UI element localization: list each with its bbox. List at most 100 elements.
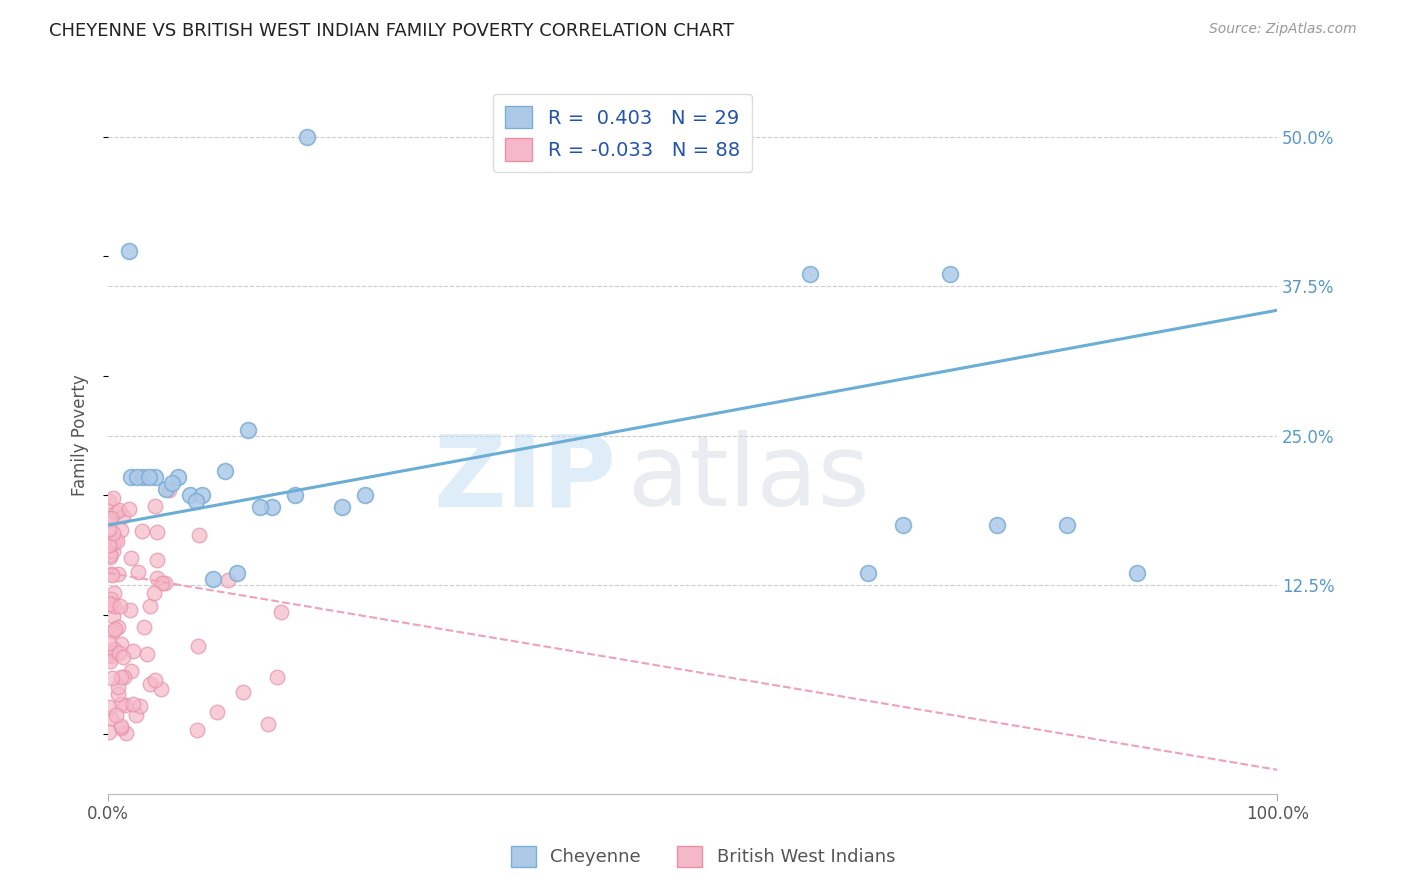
Point — [98, 533, 121, 548]
Point — [150, 575, 173, 590]
Point — [100, 645, 122, 659]
Point — [184, 494, 207, 508]
Point — [138, 599, 160, 614]
Point — [112, 670, 135, 684]
Point — [100, 648, 122, 663]
Point — [107, 620, 129, 634]
Point — [120, 550, 142, 565]
Point — [143, 470, 166, 484]
Point — [202, 572, 225, 586]
Point — [98, 494, 121, 508]
Point — [939, 268, 962, 282]
Point — [101, 544, 124, 558]
Point — [114, 698, 136, 712]
Point — [150, 682, 173, 697]
Point — [986, 518, 1008, 533]
Legend: R =  0.403   N = 29, R = -0.033   N = 88: R = 0.403 N = 29, R = -0.033 N = 88 — [494, 95, 752, 172]
Point — [103, 599, 125, 613]
Point — [110, 719, 132, 733]
Point — [118, 502, 141, 516]
Point — [110, 697, 132, 711]
Point — [157, 483, 180, 498]
Point — [225, 566, 247, 580]
Point — [122, 644, 145, 658]
Point — [214, 464, 236, 478]
Legend: Cheyenne, British West Indians: Cheyenne, British West Indians — [503, 838, 903, 874]
Point — [127, 566, 149, 580]
Point — [249, 500, 271, 515]
Point — [217, 573, 239, 587]
Point — [98, 544, 121, 558]
Point — [232, 685, 254, 699]
Point — [238, 423, 260, 437]
Point — [103, 586, 125, 600]
Point — [107, 567, 129, 582]
Point — [190, 488, 212, 502]
Point — [101, 568, 124, 582]
Point — [284, 488, 307, 502]
Point — [110, 721, 132, 735]
Point — [1056, 518, 1078, 533]
Point — [260, 500, 283, 515]
Point — [856, 566, 879, 580]
Point — [98, 636, 121, 650]
Point — [143, 673, 166, 687]
Point — [100, 511, 122, 525]
Y-axis label: Family Poverty: Family Poverty — [72, 375, 89, 497]
Point — [131, 524, 153, 539]
Point — [101, 491, 124, 505]
Text: Source: ZipAtlas.com: Source: ZipAtlas.com — [1209, 22, 1357, 37]
Point — [110, 523, 132, 537]
Point — [118, 603, 141, 617]
Point — [98, 549, 121, 564]
Point — [120, 470, 142, 484]
Point — [101, 536, 124, 550]
Point — [107, 680, 129, 694]
Point — [98, 725, 121, 739]
Point — [110, 670, 132, 684]
Point — [891, 518, 914, 533]
Point — [146, 524, 169, 539]
Point — [162, 476, 184, 491]
Point — [295, 130, 318, 145]
Point — [104, 505, 127, 519]
Point — [108, 503, 131, 517]
Point — [132, 470, 155, 484]
Point — [98, 538, 121, 552]
Point — [270, 605, 292, 619]
Point — [121, 697, 143, 711]
Point — [103, 642, 125, 657]
Point — [179, 488, 201, 502]
Point — [100, 567, 122, 582]
Point — [105, 707, 128, 722]
Point — [188, 527, 211, 541]
Point — [105, 533, 128, 548]
Point — [98, 648, 121, 663]
Text: atlas: atlas — [628, 430, 870, 527]
Point — [115, 725, 138, 739]
Point — [153, 576, 176, 591]
Point — [256, 717, 278, 731]
Point — [132, 620, 155, 634]
Point — [205, 706, 228, 720]
Point — [98, 510, 121, 524]
Point — [98, 597, 121, 611]
Point — [104, 623, 127, 637]
Point — [187, 639, 209, 653]
Point — [146, 571, 169, 585]
Point — [101, 624, 124, 639]
Point — [110, 637, 132, 651]
Point — [128, 699, 150, 714]
Point — [155, 483, 177, 497]
Point — [103, 533, 125, 548]
Point — [100, 711, 122, 725]
Point — [136, 647, 159, 661]
Point — [108, 599, 131, 613]
Point — [143, 500, 166, 514]
Point — [101, 608, 124, 623]
Point — [125, 708, 148, 723]
Point — [266, 670, 288, 684]
Point — [108, 646, 131, 660]
Point — [1126, 566, 1149, 580]
Point — [112, 508, 135, 523]
